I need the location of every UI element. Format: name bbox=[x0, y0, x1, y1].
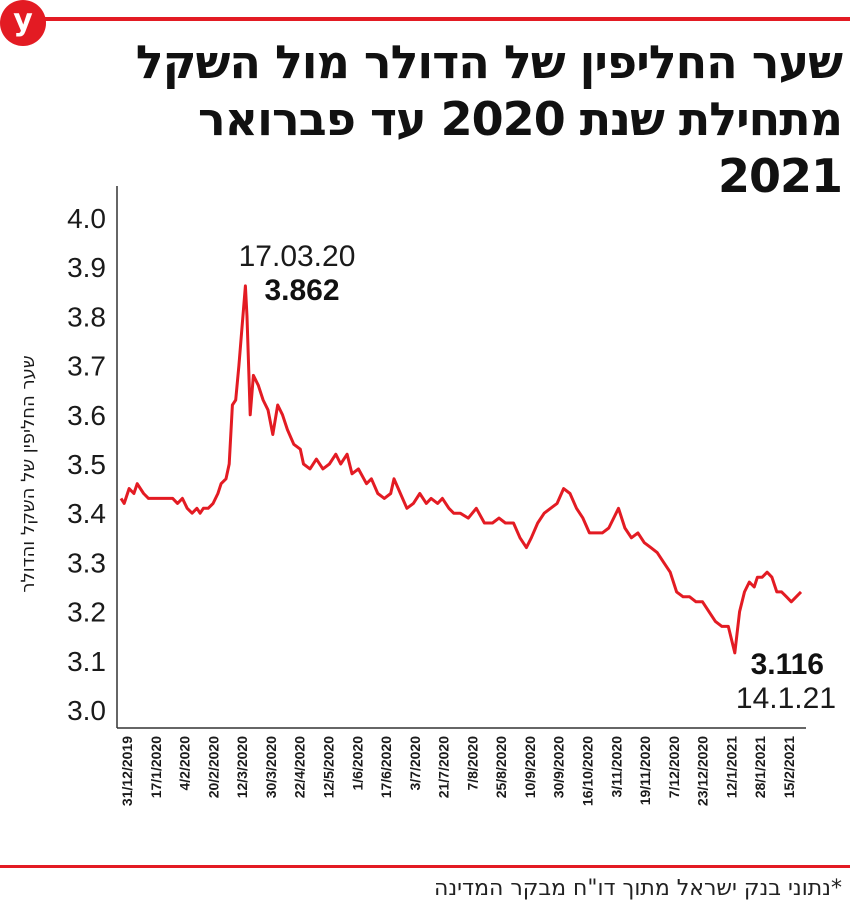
x-tick-label: 23/12/2020 bbox=[695, 736, 711, 806]
x-tick-label: 10/9/2020 bbox=[522, 736, 538, 798]
y-tick-label: 4.0 bbox=[67, 203, 106, 234]
y-tick-label: 3.7 bbox=[67, 351, 106, 382]
x-tick-label: 22/4/2020 bbox=[292, 736, 308, 798]
x-tick-label: 1/6/2020 bbox=[349, 736, 365, 791]
x-tick-label: 21/7/2020 bbox=[436, 736, 452, 798]
x-tick-label: 12/3/2020 bbox=[234, 736, 250, 798]
x-tick-label: 4/2/2020 bbox=[177, 736, 193, 791]
x-tick-label: 17/1/2020 bbox=[148, 736, 164, 798]
y-tick-label: 3.9 bbox=[67, 252, 106, 283]
low-value-label: 3.116 bbox=[751, 648, 824, 681]
y-tick-label: 3.4 bbox=[67, 498, 106, 529]
x-tick-label: 3/7/2020 bbox=[407, 736, 423, 791]
x-tick-label: 30/3/2020 bbox=[263, 736, 279, 798]
footer-rule bbox=[0, 865, 850, 868]
x-tick-label: 30/9/2020 bbox=[551, 736, 567, 798]
header-rule bbox=[40, 17, 850, 21]
y-tick-label: 3.0 bbox=[67, 695, 106, 726]
x-tick-label: 7/8/2020 bbox=[464, 736, 480, 791]
x-tick-label: 3/11/2020 bbox=[608, 736, 624, 798]
y-tick-label: 3.5 bbox=[67, 449, 106, 480]
brand-logo-letter: y bbox=[13, 3, 33, 38]
brand-logo: y bbox=[0, 0, 46, 46]
y-tick-label: 3.1 bbox=[67, 646, 106, 677]
x-tick-label: 20/2/2020 bbox=[205, 736, 221, 798]
peak-value-label: 3.862 bbox=[264, 274, 339, 307]
x-tick-label: 19/11/2020 bbox=[637, 736, 653, 806]
y-tick-label: 3.8 bbox=[67, 301, 106, 332]
low-date-label: 14.1.21 bbox=[736, 682, 836, 715]
x-tick-label: 16/10/2020 bbox=[580, 736, 596, 806]
source-note: *נתוני בנק ישראל מתוך דו"ח מבקר המדינה bbox=[433, 876, 842, 901]
y-tick-label: 3.2 bbox=[67, 597, 106, 628]
x-tick-label: 28/1/2021 bbox=[752, 736, 768, 798]
x-tick-label: 7/12/2020 bbox=[666, 736, 682, 798]
x-tick-label: 12/1/2021 bbox=[723, 736, 739, 798]
x-tick-label: 31/12/2019 bbox=[119, 736, 135, 806]
y-tick-label: 3.3 bbox=[67, 547, 106, 578]
chart-title: שער החליפין של הדולר מול השקל מתחילת שנת… bbox=[135, 35, 843, 203]
exchange-rate-line bbox=[119, 284, 803, 655]
x-tick-label: 12/5/2020 bbox=[320, 736, 336, 798]
x-tick-label: 15/2/2021 bbox=[781, 736, 797, 798]
y-axis-title: שער החליפין של השקל והדולר bbox=[18, 355, 39, 592]
y-tick-label: 3.6 bbox=[67, 400, 106, 431]
peak-date-label: 17.03.20 bbox=[239, 240, 356, 273]
x-tick-label: 17/6/2020 bbox=[378, 736, 394, 798]
x-tick-label: 25/8/2020 bbox=[493, 736, 509, 798]
